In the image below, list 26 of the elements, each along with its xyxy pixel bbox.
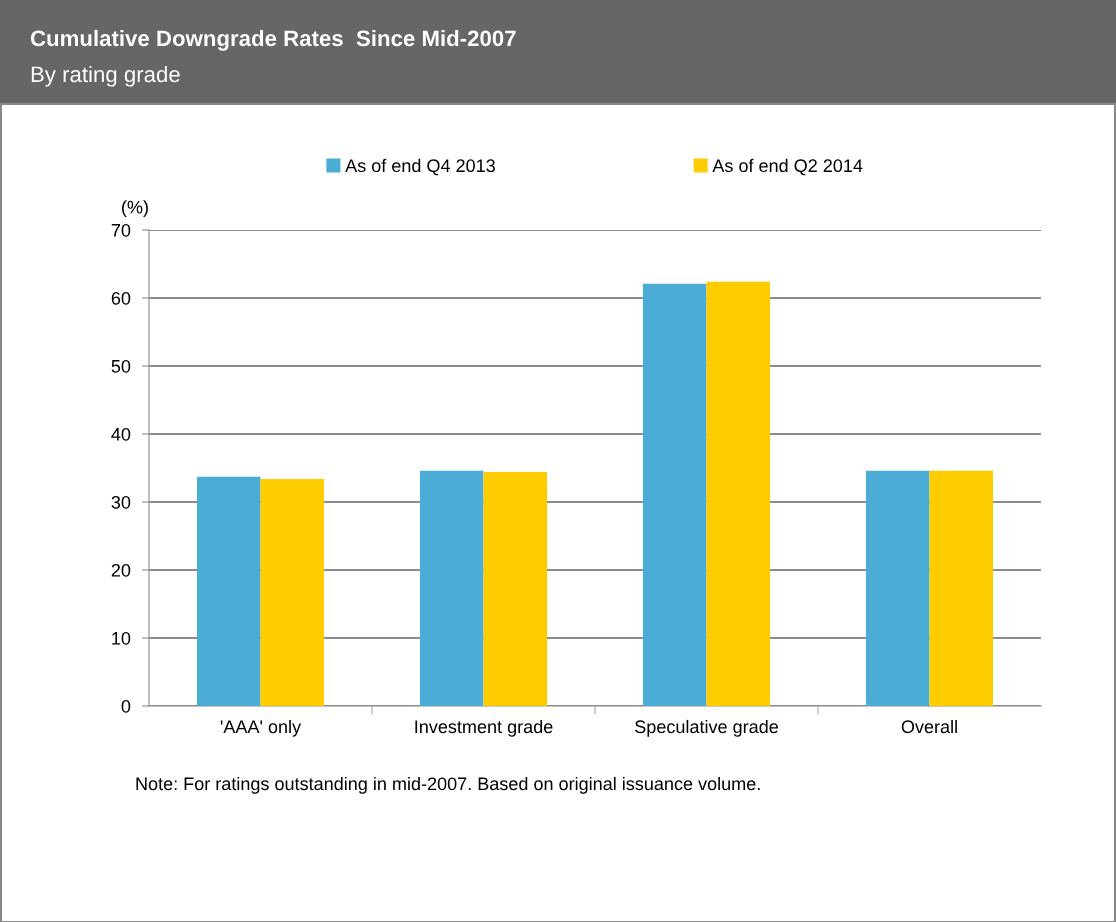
x-tick-label: Overall xyxy=(901,719,957,734)
y-tick-label: 50 xyxy=(111,359,131,373)
y-tick-label: 40 xyxy=(111,427,131,441)
y-tick-label: 30 xyxy=(111,495,131,509)
y-axis-title: (%) xyxy=(122,200,148,218)
legend-label: As of end Q4 2013 xyxy=(345,158,495,176)
x-tick-label: Investment grade xyxy=(415,719,553,737)
y-tick-label: 60 xyxy=(111,291,131,305)
bar xyxy=(196,476,261,706)
bar xyxy=(642,283,707,706)
bar xyxy=(483,472,548,706)
bar xyxy=(865,470,930,706)
x-tick-label: 'AAA' only xyxy=(220,719,302,737)
bar xyxy=(260,478,325,706)
legend-label: As of end Q2 2014 xyxy=(712,158,863,176)
chart-title: Cumulative Downgrade Rates Since Mid-2007 xyxy=(30,29,516,51)
bar xyxy=(706,281,771,706)
y-tick-label: 20 xyxy=(111,563,131,577)
y-tick-label: 70 xyxy=(111,223,131,237)
y-tick-label: 10 xyxy=(112,631,131,645)
chart-subtitle: By rating grade xyxy=(31,65,180,87)
y-tick-label: 0 xyxy=(121,699,131,713)
x-tick-label: Speculative grade xyxy=(635,719,778,737)
bar xyxy=(419,470,484,706)
bar xyxy=(929,470,994,706)
text: Note: For ratings outstanding in mid-2007. Based on original issuance volume. xyxy=(136,776,760,794)
